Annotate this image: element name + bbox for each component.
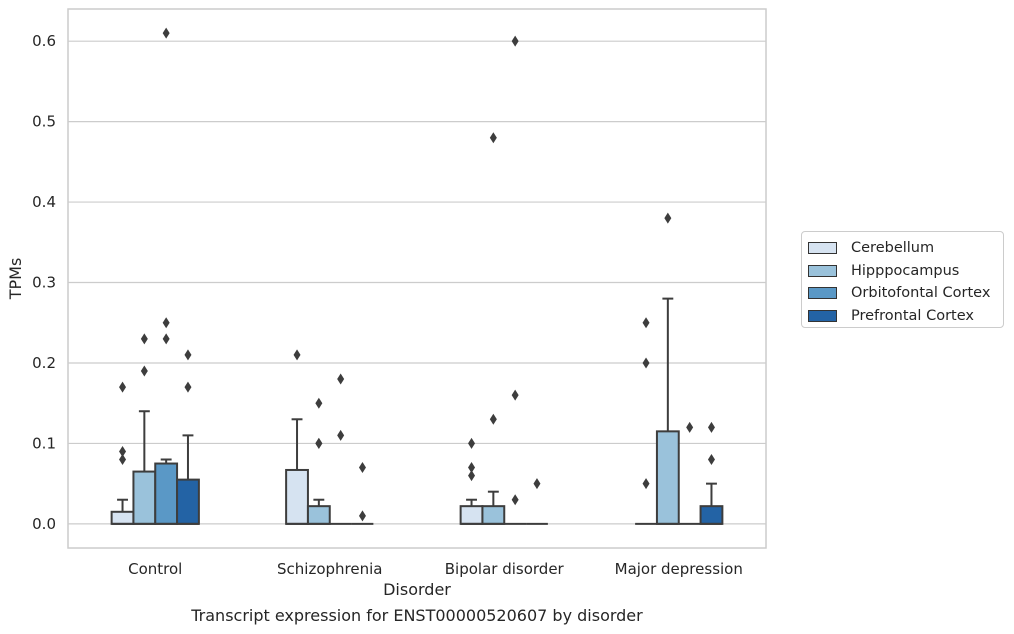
box-body bbox=[306, 505, 331, 525]
outlier-point bbox=[686, 421, 694, 433]
box-body bbox=[285, 468, 309, 525]
y-tick-label: 0.3 bbox=[32, 274, 56, 292]
legend-item-orbitofrontal-cortex: Orbitofontal Cortex bbox=[808, 282, 1003, 305]
box-orbitofontal-cortex bbox=[154, 458, 179, 525]
outlier-point bbox=[315, 397, 323, 409]
box-plot-groups bbox=[110, 297, 724, 525]
legend-swatch bbox=[808, 287, 837, 300]
outlier-point bbox=[707, 454, 715, 466]
outlier-point bbox=[468, 470, 476, 482]
outlier-point bbox=[642, 478, 650, 490]
outlier-point bbox=[511, 494, 519, 506]
legend-swatch bbox=[808, 310, 837, 323]
legend-label: Hipppocampus bbox=[851, 262, 960, 279]
box-body bbox=[154, 462, 179, 525]
box-body bbox=[110, 510, 135, 525]
box-body bbox=[459, 505, 484, 525]
outlier-point bbox=[184, 349, 192, 361]
y-tick-label: 0.0 bbox=[32, 515, 56, 533]
outlier-point bbox=[664, 212, 672, 224]
box-body bbox=[132, 470, 157, 525]
y-tick-label: 0.1 bbox=[32, 434, 56, 452]
box-cerebellum bbox=[285, 418, 309, 525]
y-tick-label: 0.5 bbox=[32, 113, 56, 131]
box-prefrontal-cortex bbox=[176, 434, 200, 525]
outlier-point bbox=[162, 27, 170, 39]
legend: Cerebellum Hipppocampus Orbitofontal Cor… bbox=[801, 231, 1004, 328]
y-axis-title: TPMs bbox=[6, 258, 25, 301]
outlier-points bbox=[119, 27, 715, 522]
box-hipppocampus bbox=[481, 490, 506, 525]
outlier-point bbox=[140, 365, 148, 377]
box-body bbox=[699, 505, 724, 525]
outlier-point bbox=[489, 132, 497, 144]
outlier-point bbox=[489, 413, 497, 425]
box-hipppocampus bbox=[306, 498, 331, 525]
outlier-point bbox=[119, 445, 127, 457]
box-cerebellum bbox=[459, 498, 484, 525]
outlier-point bbox=[511, 35, 519, 47]
outlier-point bbox=[140, 333, 148, 345]
x-tick-label: Schizophrenia bbox=[277, 560, 382, 578]
outlier-point bbox=[162, 317, 170, 329]
box-hipppocampus bbox=[655, 297, 680, 525]
outlier-point bbox=[119, 381, 127, 393]
outlier-point bbox=[468, 462, 476, 474]
chart-title: Transcript expression for ENST0000052060… bbox=[191, 606, 643, 625]
y-axis-ticks: 0.0 0.1 0.2 0.3 0.4 0.5 0.6 bbox=[32, 32, 56, 533]
legend-label: Cerebellum bbox=[851, 240, 935, 257]
x-tick-label: Major depression bbox=[615, 560, 743, 578]
outlier-point bbox=[337, 429, 345, 441]
legend-swatch bbox=[808, 242, 837, 255]
box-hipppocampus bbox=[132, 410, 157, 525]
x-axis-ticks: Control Schizophrenia Bipolar disorder Majo… bbox=[128, 560, 743, 578]
x-axis-title: Disorder bbox=[383, 580, 451, 599]
box-body bbox=[481, 505, 506, 525]
outlier-point bbox=[511, 389, 519, 401]
outlier-point bbox=[315, 437, 323, 449]
outlier-point bbox=[707, 421, 715, 433]
box-body bbox=[176, 478, 200, 525]
grid-lines bbox=[68, 40, 766, 525]
outlier-point bbox=[358, 510, 366, 522]
outlier-point bbox=[337, 373, 345, 385]
legend-label: Orbitofontal Cortex bbox=[851, 285, 991, 302]
legend-item-hippocampus: Hipppocampus bbox=[808, 260, 1003, 283]
outlier-point bbox=[642, 357, 650, 369]
legend-item-prefrontal-cortex: Prefrontal Cortex bbox=[808, 305, 1003, 328]
plot-frame bbox=[67, 8, 767, 549]
legend-swatch bbox=[808, 264, 837, 277]
box-cerebellum bbox=[110, 498, 135, 525]
outlier-point bbox=[358, 462, 366, 474]
outlier-point bbox=[533, 478, 541, 490]
outlier-point bbox=[642, 317, 650, 329]
legend-item-cerebellum: Cerebellum bbox=[808, 237, 1003, 260]
outlier-point bbox=[293, 349, 301, 361]
outlier-point bbox=[119, 454, 127, 466]
y-tick-label: 0.2 bbox=[32, 354, 56, 372]
box-prefrontal-cortex bbox=[699, 482, 724, 525]
x-tick-label: Bipolar disorder bbox=[445, 560, 565, 578]
box-body bbox=[655, 430, 680, 525]
outlier-point bbox=[162, 333, 170, 345]
y-tick-label: 0.4 bbox=[32, 193, 56, 211]
legend-label: Prefrontal Cortex bbox=[851, 308, 974, 325]
y-tick-label: 0.6 bbox=[32, 32, 56, 50]
outlier-point bbox=[468, 437, 476, 449]
outlier-point bbox=[184, 381, 192, 393]
x-tick-label: Control bbox=[128, 560, 182, 578]
